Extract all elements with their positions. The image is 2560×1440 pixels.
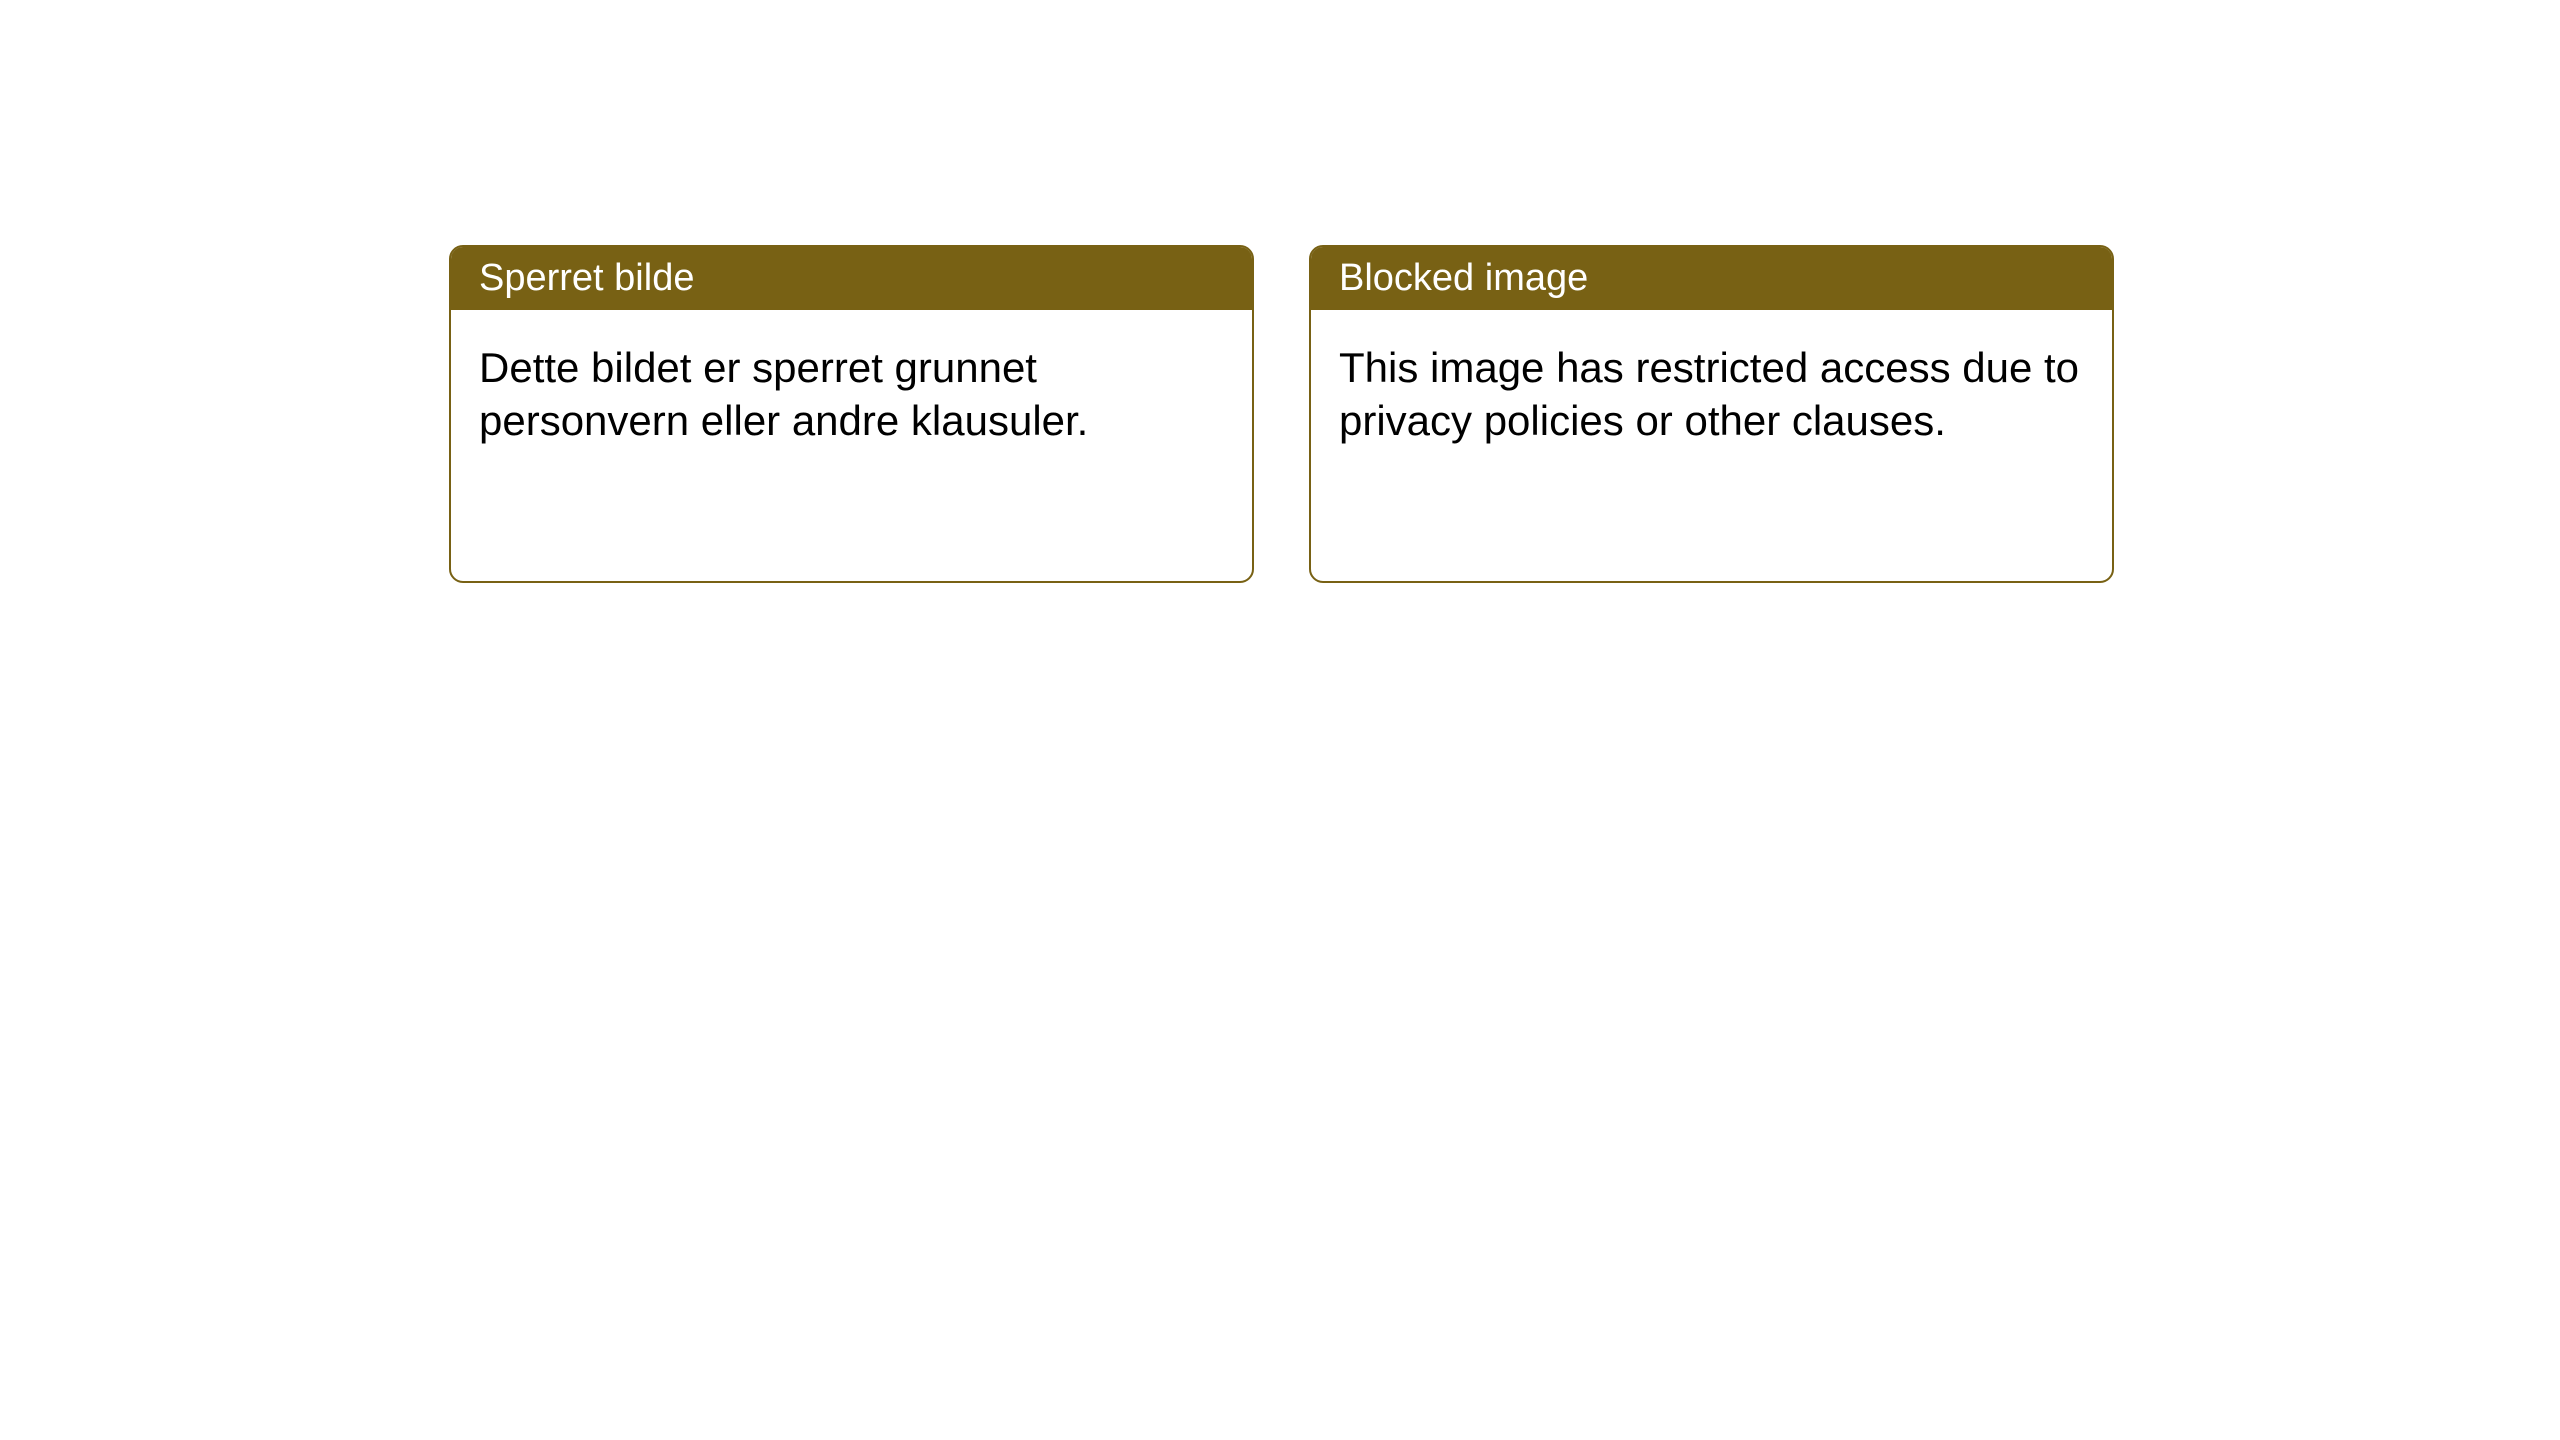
- card-body: This image has restricted access due to …: [1311, 310, 2112, 479]
- card-message: Dette bildet er sperret grunnet personve…: [479, 344, 1088, 444]
- blocked-image-card-norwegian: Sperret bilde Dette bildet er sperret gr…: [449, 245, 1254, 583]
- card-message: This image has restricted access due to …: [1339, 344, 2079, 444]
- blocked-image-card-english: Blocked image This image has restricted …: [1309, 245, 2114, 583]
- blocked-image-notices: Sperret bilde Dette bildet er sperret gr…: [449, 245, 2114, 583]
- card-title: Sperret bilde: [479, 257, 694, 299]
- card-body: Dette bildet er sperret grunnet personve…: [451, 310, 1252, 479]
- card-header: Blocked image: [1311, 247, 2112, 310]
- card-title: Blocked image: [1339, 257, 1588, 299]
- card-header: Sperret bilde: [451, 247, 1252, 310]
